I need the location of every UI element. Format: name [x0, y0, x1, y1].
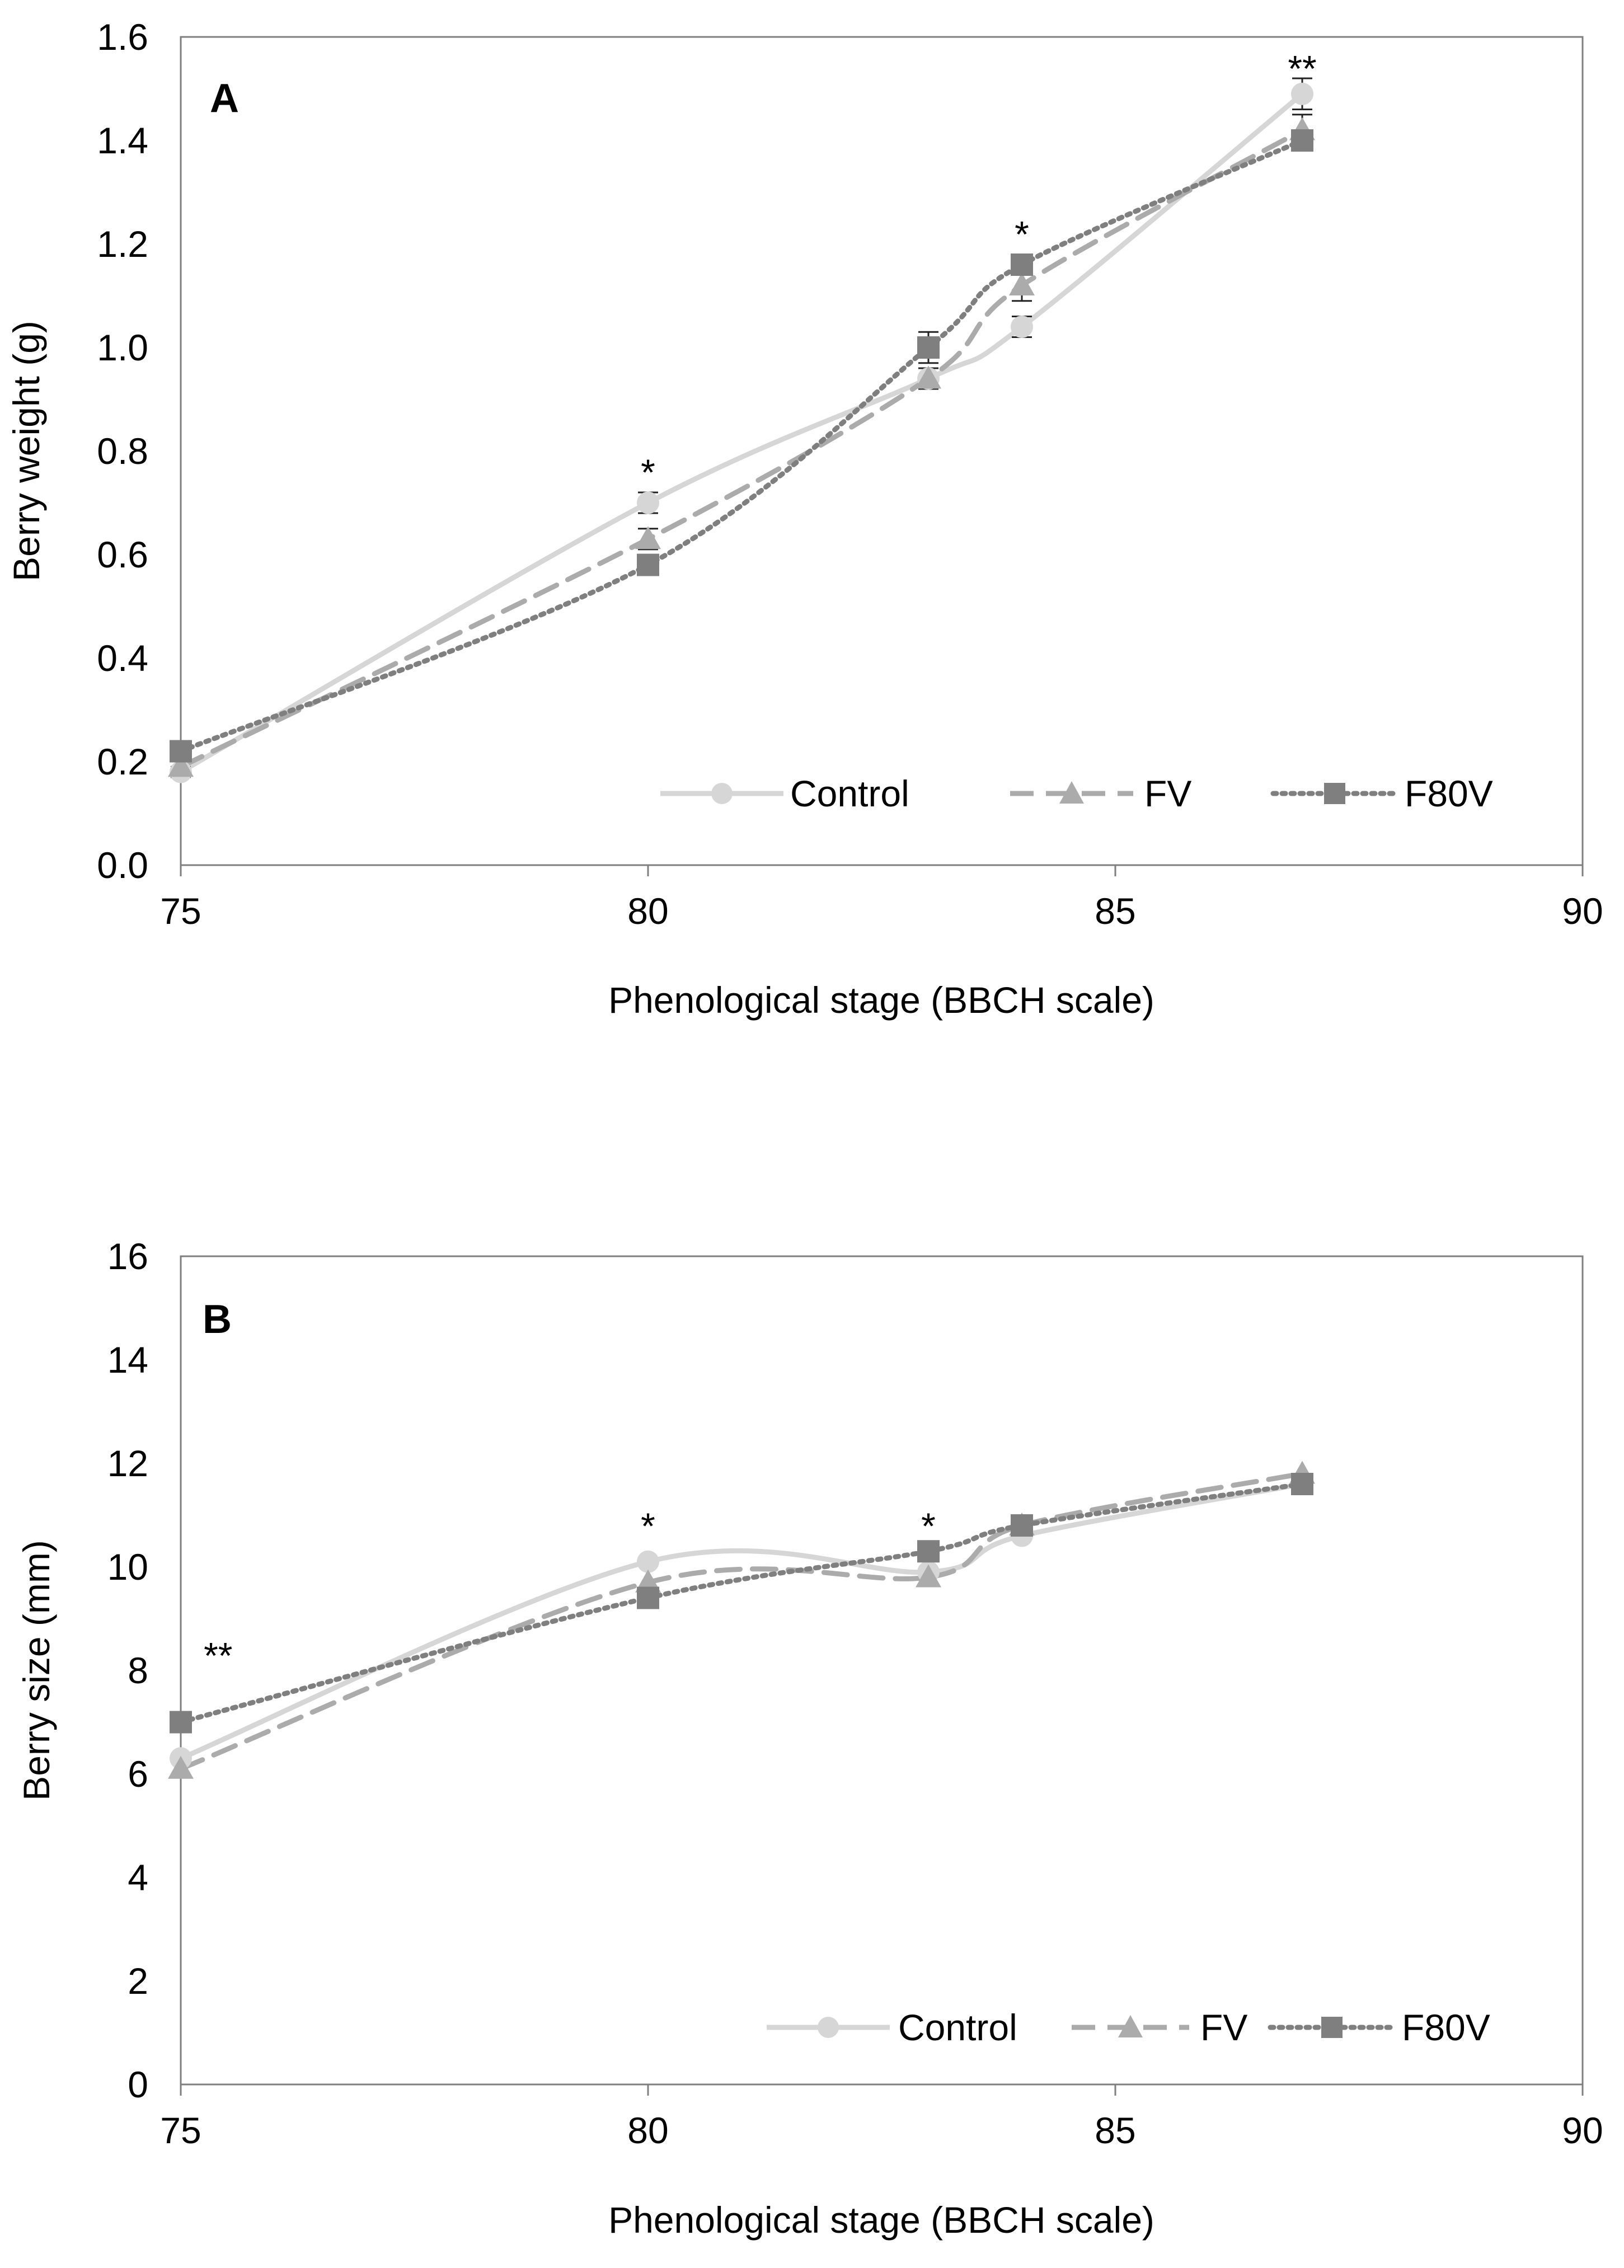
- series-line-f80v: [178, 138, 1305, 754]
- x-tick-label: 80: [627, 890, 668, 932]
- data-point-f80v: [170, 740, 192, 763]
- data-point-f80v: [637, 1586, 659, 1609]
- significance-marker: *: [921, 1505, 936, 1547]
- data-point-fv: [168, 1755, 194, 1779]
- significance-marker: **: [1288, 48, 1316, 90]
- data-point-f80v: [917, 1540, 940, 1563]
- data-point-f80v: [1291, 1473, 1313, 1495]
- y-tick-label: 6: [128, 1753, 148, 1795]
- data-point-control: [637, 1550, 659, 1573]
- y-axis-title-a: Berry weight (g): [6, 321, 47, 581]
- data-point-f80v: [1011, 253, 1033, 276]
- series-line-control: [178, 91, 1305, 774]
- x-axis-title-b: Phenological stage (BBCH scale): [608, 2199, 1154, 2241]
- series-lines-b: [168, 1461, 1584, 2096]
- x-tick-label: 85: [1095, 890, 1135, 932]
- x-tick-label: 80: [627, 2110, 668, 2151]
- x-tick-label: 75: [160, 2110, 201, 2151]
- legend-label-control-a: Control: [790, 773, 909, 814]
- y-tick-label: 0.6: [97, 534, 148, 575]
- plot-area-a: [180, 36, 1584, 866]
- legend-marker-fv-a: [1059, 781, 1084, 804]
- legend-marker-control-b: [818, 2017, 839, 2038]
- panel-label-b: B: [203, 1297, 232, 1342]
- data-point-fv: [168, 754, 194, 777]
- plot-area-b: [180, 1255, 1584, 2086]
- legend-marker-f80v-b: [1321, 2017, 1343, 2038]
- data-point-fv: [1009, 273, 1035, 295]
- legend-label-fv-a: FV: [1144, 773, 1191, 814]
- data-point-control: [637, 491, 659, 514]
- significance-marker: **: [204, 1635, 232, 1676]
- y-axis-title-b: Berry size (mm): [16, 1540, 57, 1801]
- series-line-control: [178, 1481, 1305, 1761]
- tick-labels-a: 75 80 85 900.00.20.40.60.81.01.21.41.6****: [97, 16, 1603, 932]
- data-point-control: [1291, 82, 1313, 105]
- data-point-f80v: [170, 1711, 192, 1734]
- y-tick-label: 1.6: [97, 16, 148, 58]
- legend-b: Control FV F80V: [767, 2007, 1490, 2048]
- legend-label-f80v-b: F80V: [1402, 2007, 1490, 2048]
- panel-label-a: A: [210, 76, 239, 121]
- series-line-fv: [178, 1471, 1305, 1772]
- legend-a: Control FV F80V: [660, 773, 1493, 814]
- significance-marker: *: [1015, 214, 1029, 255]
- y-tick-label: 1.4: [97, 120, 148, 161]
- legend-label-fv-b: FV: [1200, 2007, 1247, 2048]
- series-lines-a: [168, 77, 1584, 876]
- x-tick-label: 90: [1562, 890, 1603, 932]
- y-tick-label: 0.4: [97, 637, 148, 679]
- legend-marker-fv-b: [1118, 2015, 1143, 2037]
- y-tick-label: 0: [128, 2064, 148, 2105]
- significance-marker: *: [641, 1505, 655, 1547]
- x-tick-label: 75: [160, 890, 201, 932]
- data-point-fv: [916, 1564, 941, 1588]
- data-point-f80v: [1291, 129, 1313, 152]
- x-axis-title-a: Phenological stage (BBCH scale): [608, 979, 1154, 1021]
- data-point-control: [1011, 316, 1033, 338]
- y-tick-label: 16: [107, 1236, 148, 1277]
- y-tick-label: 1.0: [97, 327, 148, 368]
- legend-label-f80v-a: F80V: [1405, 773, 1493, 814]
- legend-marker-control-a: [711, 783, 733, 804]
- x-tick-label: 90: [1562, 2110, 1603, 2151]
- significance-marker: *: [641, 452, 655, 493]
- data-point-f80v: [917, 336, 940, 359]
- y-tick-label: 0.8: [97, 430, 148, 472]
- y-tick-label: 12: [107, 1443, 148, 1484]
- y-tick-label: 10: [107, 1546, 148, 1588]
- data-point-fv: [635, 526, 661, 550]
- y-tick-label: 0.0: [97, 844, 148, 886]
- data-point-f80v: [637, 553, 659, 576]
- y-tick-label: 0.2: [97, 741, 148, 782]
- data-point-f80v: [1011, 1514, 1033, 1537]
- legend-marker-f80v-a: [1324, 783, 1345, 804]
- x-tick-label: 85: [1095, 2110, 1135, 2151]
- legend-label-control-b: Control: [898, 2007, 1017, 2048]
- y-tick-label: 14: [107, 1339, 148, 1380]
- series-line-fv: [178, 128, 1305, 769]
- y-tick-label: 2: [128, 1960, 148, 2002]
- data-point-fv: [916, 365, 941, 389]
- chart-panel-a: 75 80 85 900.00.20.40.60.81.01.21.41.6**** …: [6, 16, 1603, 1021]
- y-tick-label: 4: [128, 1857, 148, 1898]
- y-tick-label: 1.2: [97, 223, 148, 265]
- y-tick-label: 8: [128, 1650, 148, 1691]
- series-line-f80v: [178, 1481, 1305, 1725]
